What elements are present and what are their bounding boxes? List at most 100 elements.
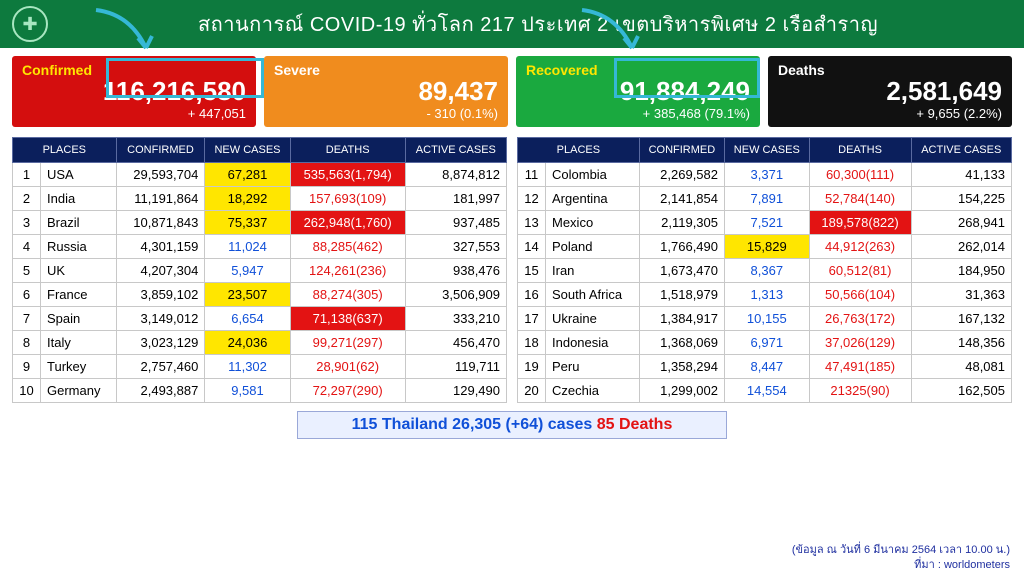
table-row: 20Czechia1,299,00214,55421325(90)162,505: [518, 379, 1012, 403]
stat-value: 2,581,649: [778, 78, 1002, 104]
cell-confirmed: 2,141,854: [639, 187, 724, 211]
cell-newcases: 11,302: [205, 355, 290, 379]
table-row: 11Colombia2,269,5823,37160,300(111)41,13…: [518, 163, 1012, 187]
cell-rank: 2: [13, 187, 41, 211]
col-deaths: DEATHS: [290, 138, 405, 163]
cell-deaths: 262,948(1,760): [290, 211, 405, 235]
country-table-right: PLACES CONFIRMED NEW CASES DEATHS ACTIVE…: [517, 137, 1012, 403]
thailand-cases-word: cases: [548, 416, 593, 433]
cell-deaths: 157,693(109): [290, 187, 405, 211]
cell-rank: 17: [518, 307, 546, 331]
table-row: 4Russia4,301,15911,02488,285(462)327,553: [13, 235, 507, 259]
table-row: 18Indonesia1,368,0696,97137,026(129)148,…: [518, 331, 1012, 355]
cell-active: 937,485: [405, 211, 506, 235]
table-row: 10Germany2,493,8879,58172,297(290)129,49…: [13, 379, 507, 403]
stat-card-recovered: Recovered 91,884,249 + 385,468 (79.1%): [516, 56, 760, 127]
table-row: 5UK4,207,3045,947124,261(236)938,476: [13, 259, 507, 283]
cell-rank: 18: [518, 331, 546, 355]
cell-confirmed: 29,593,704: [116, 163, 205, 187]
cell-active: 41,133: [911, 163, 1012, 187]
cell-deaths: 21325(90): [809, 379, 911, 403]
cell-newcases: 18,292: [205, 187, 290, 211]
cell-newcases: 6,971: [725, 331, 810, 355]
stat-card-severe: Severe 89,437 - 310 (0.1%): [264, 56, 508, 127]
cell-newcases: 7,521: [725, 211, 810, 235]
cell-active: 8,874,812: [405, 163, 506, 187]
stat-card-deaths: Deaths 2,581,649 + 9,655 (2.2%): [768, 56, 1012, 127]
stat-delta: + 9,655 (2.2%): [778, 106, 1002, 121]
cell-deaths: 88,285(462): [290, 235, 405, 259]
cell-place: France: [41, 283, 117, 307]
page-title: สถานการณ์ COVID-19 ทั่วโลก 217 ประเทศ 2 …: [64, 8, 1012, 40]
cell-place: Germany: [41, 379, 117, 403]
col-confirmed: CONFIRMED: [116, 138, 205, 163]
cell-rank: 9: [13, 355, 41, 379]
cell-active: 327,553: [405, 235, 506, 259]
cell-place: Spain: [41, 307, 117, 331]
cell-place: Peru: [546, 355, 640, 379]
cell-deaths: 189,578(822): [809, 211, 911, 235]
cell-active: 268,941: [911, 211, 1012, 235]
cell-newcases: 24,036: [205, 331, 290, 355]
cell-deaths: 37,026(129): [809, 331, 911, 355]
cell-place: India: [41, 187, 117, 211]
ministry-logo-icon: ✚: [12, 6, 48, 42]
cell-deaths: 28,901(62): [290, 355, 405, 379]
cell-deaths: 535,563(1,794): [290, 163, 405, 187]
cell-active: 119,711: [405, 355, 506, 379]
table-row: 3Brazil10,871,84375,337262,948(1,760)937…: [13, 211, 507, 235]
table-row: 8Italy3,023,12924,03699,271(297)456,470: [13, 331, 507, 355]
table-row: 13Mexico2,119,3057,521189,578(822)268,94…: [518, 211, 1012, 235]
table-row: 14Poland1,766,49015,82944,912(263)262,01…: [518, 235, 1012, 259]
cell-place: Brazil: [41, 211, 117, 235]
thailand-country: Thailand: [382, 416, 448, 433]
stat-value: 116,216,580: [22, 78, 246, 104]
col-confirmed: CONFIRMED: [639, 138, 724, 163]
cell-rank: 5: [13, 259, 41, 283]
cell-newcases: 6,654: [205, 307, 290, 331]
cell-confirmed: 2,757,460: [116, 355, 205, 379]
cell-place: Poland: [546, 235, 640, 259]
cell-confirmed: 1,358,294: [639, 355, 724, 379]
cell-newcases: 67,281: [205, 163, 290, 187]
page-header: ✚ สถานการณ์ COVID-19 ทั่วโลก 217 ประเทศ …: [0, 0, 1024, 48]
stat-delta: - 310 (0.1%): [274, 106, 498, 121]
cell-rank: 14: [518, 235, 546, 259]
cell-active: 262,014: [911, 235, 1012, 259]
cell-newcases: 23,507: [205, 283, 290, 307]
cell-deaths: 50,566(104): [809, 283, 911, 307]
cell-active: 154,225: [911, 187, 1012, 211]
cell-rank: 19: [518, 355, 546, 379]
cell-rank: 8: [13, 331, 41, 355]
cell-rank: 16: [518, 283, 546, 307]
cell-confirmed: 1,368,069: [639, 331, 724, 355]
cell-confirmed: 2,269,582: [639, 163, 724, 187]
cell-place: Ukraine: [546, 307, 640, 331]
cell-confirmed: 3,023,129: [116, 331, 205, 355]
cell-active: 938,476: [405, 259, 506, 283]
cell-confirmed: 2,119,305: [639, 211, 724, 235]
col-newcases: NEW CASES: [725, 138, 810, 163]
col-deaths: DEATHS: [809, 138, 911, 163]
cell-newcases: 5,947: [205, 259, 290, 283]
cell-active: 162,505: [911, 379, 1012, 403]
table-row: 12Argentina2,141,8547,89152,784(140)154,…: [518, 187, 1012, 211]
cell-newcases: 11,024: [205, 235, 290, 259]
cell-deaths: 99,271(297): [290, 331, 405, 355]
cell-deaths: 44,912(263): [809, 235, 911, 259]
table-row: 16South Africa1,518,9791,31350,566(104)3…: [518, 283, 1012, 307]
col-active: ACTIVE CASES: [405, 138, 506, 163]
stat-value: 89,437: [274, 78, 498, 104]
col-places: PLACES: [13, 138, 117, 163]
cell-place: Mexico: [546, 211, 640, 235]
cell-confirmed: 10,871,843: [116, 211, 205, 235]
cell-confirmed: 1,766,490: [639, 235, 724, 259]
cell-confirmed: 2,493,887: [116, 379, 205, 403]
cell-confirmed: 1,518,979: [639, 283, 724, 307]
cell-place: South Africa: [546, 283, 640, 307]
cell-place: Turkey: [41, 355, 117, 379]
cell-newcases: 10,155: [725, 307, 810, 331]
cell-confirmed: 11,191,864: [116, 187, 205, 211]
table-row: 6France3,859,10223,50788,274(305)3,506,9…: [13, 283, 507, 307]
cell-confirmed: 4,207,304: [116, 259, 205, 283]
